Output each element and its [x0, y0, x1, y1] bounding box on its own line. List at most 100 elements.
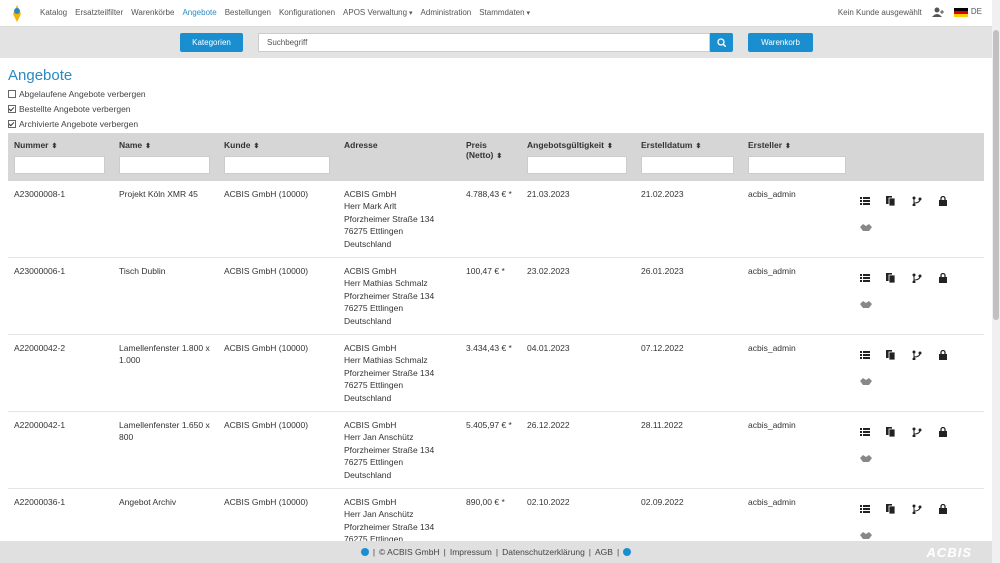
cell: 23.02.2023	[521, 257, 635, 335]
actions	[854, 257, 984, 335]
column-header[interactable]: Kunde ⬍	[218, 133, 338, 181]
cell-text: 5.405,97 € *	[466, 420, 512, 430]
address-line: Herr Mathias Schmalz	[344, 278, 428, 289]
sort-icon[interactable]: ⬍	[145, 143, 152, 150]
copy-icon[interactable]	[886, 196, 896, 206]
column-filter[interactable]	[641, 156, 735, 174]
cell: 26.12.2022	[521, 411, 635, 489]
sort-icon[interactable]: ⬍	[695, 143, 702, 150]
nav-link[interactable]: Stammdaten	[479, 8, 530, 17]
separator: |	[495, 547, 499, 557]
copy-icon[interactable]	[886, 504, 896, 514]
categories-button[interactable]: Kategorien	[180, 33, 243, 52]
sort-icon[interactable]: ⬍	[496, 153, 503, 160]
nav-link[interactable]: Ersatzteilfilter	[75, 8, 124, 17]
actions	[854, 411, 984, 489]
footer-link[interactable]: AGB	[595, 547, 613, 557]
cell: A22000042-1	[8, 411, 113, 489]
nav-right: Kein Kunde ausgewählt DE	[838, 7, 982, 17]
lock-icon[interactable]	[938, 427, 948, 437]
cell: Projekt Köln XMR 45	[113, 181, 218, 258]
column-filter[interactable]	[527, 156, 627, 174]
details-icon[interactable]	[860, 427, 870, 437]
column-filter[interactable]	[14, 156, 106, 174]
footer-link[interactable]: © ACBIS GmbH	[379, 547, 440, 557]
details-icon[interactable]	[860, 350, 870, 360]
search-button[interactable]	[710, 33, 733, 52]
column-filter[interactable]	[748, 156, 846, 174]
convert-icon[interactable]	[912, 273, 922, 283]
lock-icon[interactable]	[938, 273, 948, 283]
archive-icon[interactable]	[860, 453, 872, 463]
cell-text: ACBIS GmbH (10000)	[224, 420, 309, 430]
logo[interactable]	[8, 2, 26, 24]
lock-icon[interactable]	[938, 504, 948, 514]
sort-icon[interactable]: ⬍	[253, 143, 260, 150]
cell: 100,47 € *	[460, 257, 521, 335]
cell: A22000036-1	[8, 488, 113, 541]
nav-link[interactable]: Angebote	[182, 8, 217, 17]
details-icon[interactable]	[860, 504, 870, 514]
nav-link[interactable]: Katalog	[40, 8, 68, 17]
column-header[interactable]: Preis (Netto) ⬍	[460, 133, 521, 181]
info-icon[interactable]	[360, 548, 369, 556]
copy-icon[interactable]	[886, 427, 896, 437]
offer-row: A22000036-1 Angebot Archiv ACBIS GmbH (100…	[8, 488, 984, 541]
sort-icon[interactable]: ⬍	[606, 143, 613, 150]
sort-icon[interactable]: ⬍	[785, 143, 791, 150]
archive-icon[interactable]	[860, 222, 872, 232]
cell-text: A22000042-1	[14, 420, 66, 430]
column-header[interactable]: Ersteller ⬍	[742, 133, 854, 181]
language[interactable]: DE	[953, 7, 982, 17]
copy-icon[interactable]	[886, 350, 896, 360]
scrollbar[interactable]	[992, 0, 1000, 563]
archive-icon[interactable]	[860, 299, 872, 309]
column-title: Angebotsgültigkeit	[527, 140, 604, 150]
filter-checkbox[interactable]: Archivierte Angebote verbergen	[8, 119, 138, 129]
column-filter[interactable]	[119, 156, 211, 174]
convert-icon[interactable]	[912, 504, 922, 514]
details-icon[interactable]	[860, 196, 870, 206]
nav-link[interactable]: Bestellungen	[224, 8, 271, 17]
checkbox[interactable]	[8, 90, 16, 98]
archive-icon[interactable]	[860, 376, 872, 386]
lock-icon[interactable]	[938, 196, 948, 206]
page-title: Angebote	[8, 67, 73, 84]
actions	[854, 334, 984, 412]
customer-status[interactable]: Kein Kunde ausgewählt	[837, 7, 922, 17]
sort-icon[interactable]: ⬍	[51, 143, 58, 150]
cart-button[interactable]: Warenkorb	[748, 33, 813, 52]
address-line: ACBIS GmbH	[344, 420, 397, 430]
cell: ACBIS GmbH Herr Jan Anschütz Pforzheimer S…	[338, 488, 460, 541]
nav-link[interactable]: Konfigurationen	[278, 8, 336, 17]
checkbox-label: Archivierte Angebote verbergen	[19, 119, 139, 129]
details-icon[interactable]	[860, 273, 870, 283]
footer-link[interactable]: Impressum	[449, 547, 492, 557]
user-icon[interactable]	[931, 7, 944, 17]
filter-checkbox[interactable]: Bestellte Angebote verbergen	[8, 104, 131, 114]
column-header[interactable]: Angebotsgültigkeit ⬍	[521, 133, 635, 181]
search-input[interactable]: Suchbegriff	[258, 33, 710, 52]
convert-icon[interactable]	[912, 196, 922, 206]
cell: 02.10.2022	[521, 488, 635, 541]
convert-icon[interactable]	[912, 350, 922, 360]
separator: |	[588, 547, 592, 557]
convert-icon[interactable]	[912, 427, 922, 437]
nav-link[interactable]: APOS Verwaltung	[343, 8, 413, 17]
nav-link[interactable]: Warenkörbe	[131, 8, 175, 17]
copy-icon[interactable]	[886, 273, 896, 283]
checkbox[interactable]	[8, 105, 16, 113]
help-icon[interactable]	[623, 548, 632, 556]
footer-link[interactable]: Datenschutzerklärung	[502, 547, 585, 557]
lock-icon[interactable]	[938, 350, 948, 360]
checkbox[interactable]	[8, 120, 16, 128]
scroll-thumb[interactable]	[993, 30, 999, 320]
filter-checkbox[interactable]: Abgelaufene Angebote verbergen	[8, 89, 146, 99]
column-header[interactable]: Name ⬍	[113, 133, 218, 181]
column-header[interactable]: Nummer ⬍	[8, 133, 113, 181]
column-filter[interactable]	[224, 156, 330, 174]
nav-link[interactable]: Administration	[420, 8, 472, 17]
archive-icon[interactable]	[860, 530, 872, 540]
column-header[interactable]: Erstelldatum ⬍	[635, 133, 742, 181]
checkbox-label: Abgelaufene Angebote verbergen	[19, 89, 146, 99]
